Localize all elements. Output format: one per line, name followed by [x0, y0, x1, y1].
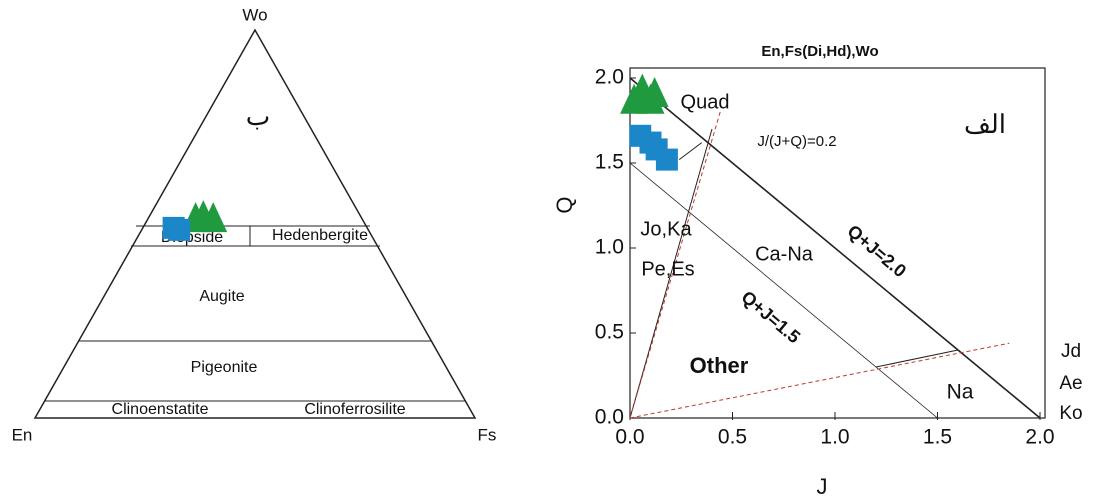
x-axis-label: J	[817, 474, 828, 499]
y-tick-label: 2.0	[595, 66, 624, 89]
field-label: Clinoferrosilite	[304, 401, 405, 418]
square-marker	[168, 218, 191, 241]
square-marker	[655, 148, 678, 171]
y-tick-label: 1.0	[595, 236, 624, 259]
field-label: Hedenbergite	[272, 227, 368, 244]
apex-label: En	[12, 425, 33, 444]
x-tick-label: 0.0	[615, 426, 644, 449]
y-tick-label: 0.5	[595, 321, 624, 344]
annotation: Ca-Na	[755, 243, 814, 265]
boundary-line	[629, 162, 938, 419]
annotation: الف	[964, 109, 1006, 139]
triangle-marker	[640, 77, 669, 107]
annotation: Ko	[1059, 403, 1082, 424]
annotation: Jo,Ka	[640, 218, 692, 240]
annotation: Na	[947, 381, 974, 404]
field-label: Clinoenstatite	[112, 401, 209, 418]
boundary-line	[629, 128, 713, 419]
x-tick-label: 1.0	[820, 426, 849, 449]
x-tick-label: 1.5	[923, 426, 952, 449]
boundary-line	[629, 342, 1010, 419]
y-axis-label: Q	[552, 196, 577, 213]
annotation: Jd	[1061, 341, 1081, 362]
apex-label: Fs	[478, 425, 497, 444]
annotation: Ae	[1059, 373, 1082, 394]
boundary-line	[678, 142, 703, 160]
y-tick-label: 0.0	[595, 406, 624, 429]
field-label: Augite	[199, 288, 244, 305]
annotation: ب	[246, 101, 270, 131]
boundary-line	[875, 349, 959, 368]
apex-label: Wo	[242, 5, 267, 24]
x-tick-label: 0.5	[718, 426, 747, 449]
x-tick-label: 2.0	[1025, 426, 1054, 449]
annotation: J/(J+Q)=0.2	[757, 133, 836, 150]
annotation: Q+J=2.0	[844, 221, 911, 281]
boundary-line	[629, 77, 1041, 419]
annotation: Q+J=1.5	[738, 287, 805, 347]
triangle-marker	[199, 202, 228, 233]
annotation: Quad	[681, 91, 730, 113]
chart-title: En,Fs(Di,Hd),Wo	[761, 43, 878, 60]
annotation: Pe,Es	[641, 258, 694, 280]
qj-lines	[629, 67, 1046, 419]
field-label: Pigeonite	[191, 359, 258, 376]
annotation: Other	[690, 353, 749, 378]
y-tick-label: 1.5	[595, 151, 624, 174]
